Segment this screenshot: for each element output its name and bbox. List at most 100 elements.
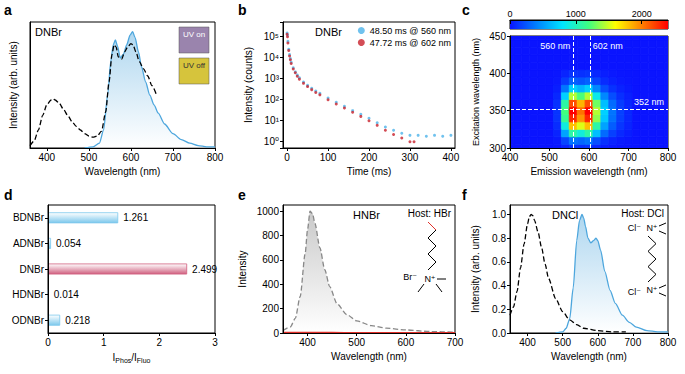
svg-text:Emission wavelength (nm): Emission wavelength (nm) xyxy=(530,166,647,177)
svg-text:0.054: 0.054 xyxy=(56,238,81,249)
svg-text:400: 400 xyxy=(262,279,279,290)
svg-text:DNBr: DNBr xyxy=(315,26,342,38)
svg-text:Phos: Phos xyxy=(115,357,131,364)
svg-text:700: 700 xyxy=(165,152,182,163)
svg-text:700: 700 xyxy=(625,337,642,348)
svg-text:e: e xyxy=(238,187,246,203)
svg-text:400: 400 xyxy=(38,152,55,163)
svg-text:d: d xyxy=(4,187,13,203)
svg-text:Cl⁻: Cl⁻ xyxy=(628,223,641,233)
svg-text:10²: 10² xyxy=(265,94,280,105)
svg-text:400: 400 xyxy=(299,337,316,348)
svg-text:N⁺: N⁺ xyxy=(424,274,435,284)
svg-text:500: 500 xyxy=(81,152,98,163)
svg-text:1000: 1000 xyxy=(566,9,586,19)
svg-text:400: 400 xyxy=(502,152,519,163)
svg-text:1.261: 1.261 xyxy=(123,212,148,223)
svg-text:0.4: 0.4 xyxy=(492,280,506,291)
svg-text:UV on: UV on xyxy=(183,30,205,39)
svg-text:10⁰: 10⁰ xyxy=(264,136,279,147)
svg-text:300: 300 xyxy=(402,152,419,163)
svg-text:10⁵: 10⁵ xyxy=(264,31,279,42)
svg-text:2: 2 xyxy=(157,337,163,348)
svg-text:0.014: 0.014 xyxy=(54,289,79,300)
svg-text:Wavelength (nm): Wavelength (nm) xyxy=(331,351,407,362)
svg-text:0: 0 xyxy=(273,328,279,339)
svg-text:560 nm: 560 nm xyxy=(540,41,570,51)
svg-text:Time (ms): Time (ms) xyxy=(347,166,392,177)
svg-text:Fluo: Fluo xyxy=(137,357,151,364)
svg-text:0.6: 0.6 xyxy=(492,256,506,267)
svg-text:Excitation wavelength (nm): Excitation wavelength (nm) xyxy=(471,38,481,146)
svg-text:400: 400 xyxy=(489,68,506,79)
svg-text:Cl⁻: Cl⁻ xyxy=(628,287,641,297)
svg-text:Intensity (counts): Intensity (counts) xyxy=(243,47,254,123)
svg-text:1.0: 1.0 xyxy=(492,209,506,220)
svg-text:Intensity (arb. units): Intensity (arb. units) xyxy=(470,225,481,313)
svg-text:Wavelength (nm): Wavelength (nm) xyxy=(551,351,627,362)
svg-text:3: 3 xyxy=(212,337,218,348)
svg-text:BDNBr: BDNBr xyxy=(13,212,45,223)
svg-text:600: 600 xyxy=(581,152,598,163)
svg-text:800: 800 xyxy=(262,230,279,241)
svg-text:HNBr: HNBr xyxy=(353,209,380,221)
svg-text:0.8: 0.8 xyxy=(492,233,506,244)
svg-text:Br⁻: Br⁻ xyxy=(403,272,417,282)
svg-text:a: a xyxy=(4,2,12,18)
svg-text:Wavelength (nm): Wavelength (nm) xyxy=(85,166,161,177)
svg-text:Host: DCl: Host: DCl xyxy=(621,208,664,219)
svg-text:352 nm: 352 nm xyxy=(634,97,664,107)
svg-text:400: 400 xyxy=(443,152,460,163)
svg-text:DNBr: DNBr xyxy=(20,264,45,275)
svg-text:b: b xyxy=(238,2,247,18)
svg-text:500: 500 xyxy=(541,152,558,163)
svg-text:ADNBr: ADNBr xyxy=(13,238,45,249)
svg-text:602 nm: 602 nm xyxy=(593,41,623,51)
svg-text:Host: HBr: Host: HBr xyxy=(408,208,452,219)
svg-text:48.50 ms @ 560 nm: 48.50 ms @ 560 nm xyxy=(370,26,451,36)
svg-text:700: 700 xyxy=(447,337,464,348)
svg-text:200: 200 xyxy=(361,152,378,163)
svg-text:0.2: 0.2 xyxy=(492,304,506,315)
svg-text:0.218: 0.218 xyxy=(65,315,90,326)
svg-text:10³: 10³ xyxy=(265,73,280,84)
svg-text:600: 600 xyxy=(262,254,279,265)
svg-text:100: 100 xyxy=(320,152,337,163)
svg-text:N⁺: N⁺ xyxy=(646,285,657,295)
svg-text:500: 500 xyxy=(348,337,365,348)
svg-text:600: 600 xyxy=(589,337,606,348)
svg-text:700: 700 xyxy=(620,152,637,163)
svg-text:500: 500 xyxy=(554,337,571,348)
svg-text:800: 800 xyxy=(207,152,224,163)
svg-text:10¹: 10¹ xyxy=(265,115,280,126)
svg-text:350: 350 xyxy=(489,105,506,116)
svg-text:ODNBr: ODNBr xyxy=(12,315,45,326)
svg-text:c: c xyxy=(462,2,470,18)
svg-text:1000: 1000 xyxy=(257,206,280,217)
svg-text:800: 800 xyxy=(660,337,677,348)
svg-text:0: 0 xyxy=(507,9,512,19)
svg-text:10⁴: 10⁴ xyxy=(264,52,279,63)
svg-text:1: 1 xyxy=(101,337,107,348)
svg-text:800: 800 xyxy=(660,152,677,163)
svg-text:0: 0 xyxy=(284,152,290,163)
svg-text:f: f xyxy=(462,187,467,203)
svg-text:0: 0 xyxy=(45,337,51,348)
svg-text:0.0: 0.0 xyxy=(492,328,506,339)
svg-text:UV off: UV off xyxy=(183,61,206,70)
svg-text:2000: 2000 xyxy=(632,9,652,19)
svg-text:Intensity: Intensity xyxy=(237,250,248,287)
svg-text:HDNBr: HDNBr xyxy=(12,289,44,300)
svg-text:DNCl: DNCl xyxy=(552,209,578,221)
svg-text:600: 600 xyxy=(398,337,415,348)
svg-text:200: 200 xyxy=(262,303,279,314)
svg-text:400: 400 xyxy=(519,337,536,348)
svg-text:450: 450 xyxy=(489,31,506,42)
svg-text:600: 600 xyxy=(123,152,140,163)
svg-text:Intensity (arb. units): Intensity (arb. units) xyxy=(8,41,19,129)
svg-text:2.499: 2.499 xyxy=(192,264,217,275)
svg-text:N⁺: N⁺ xyxy=(646,223,657,233)
svg-text:47.72 ms @ 602 nm: 47.72 ms @ 602 nm xyxy=(370,38,451,48)
svg-text:DNBr: DNBr xyxy=(35,26,62,38)
svg-text:300: 300 xyxy=(489,142,506,154)
